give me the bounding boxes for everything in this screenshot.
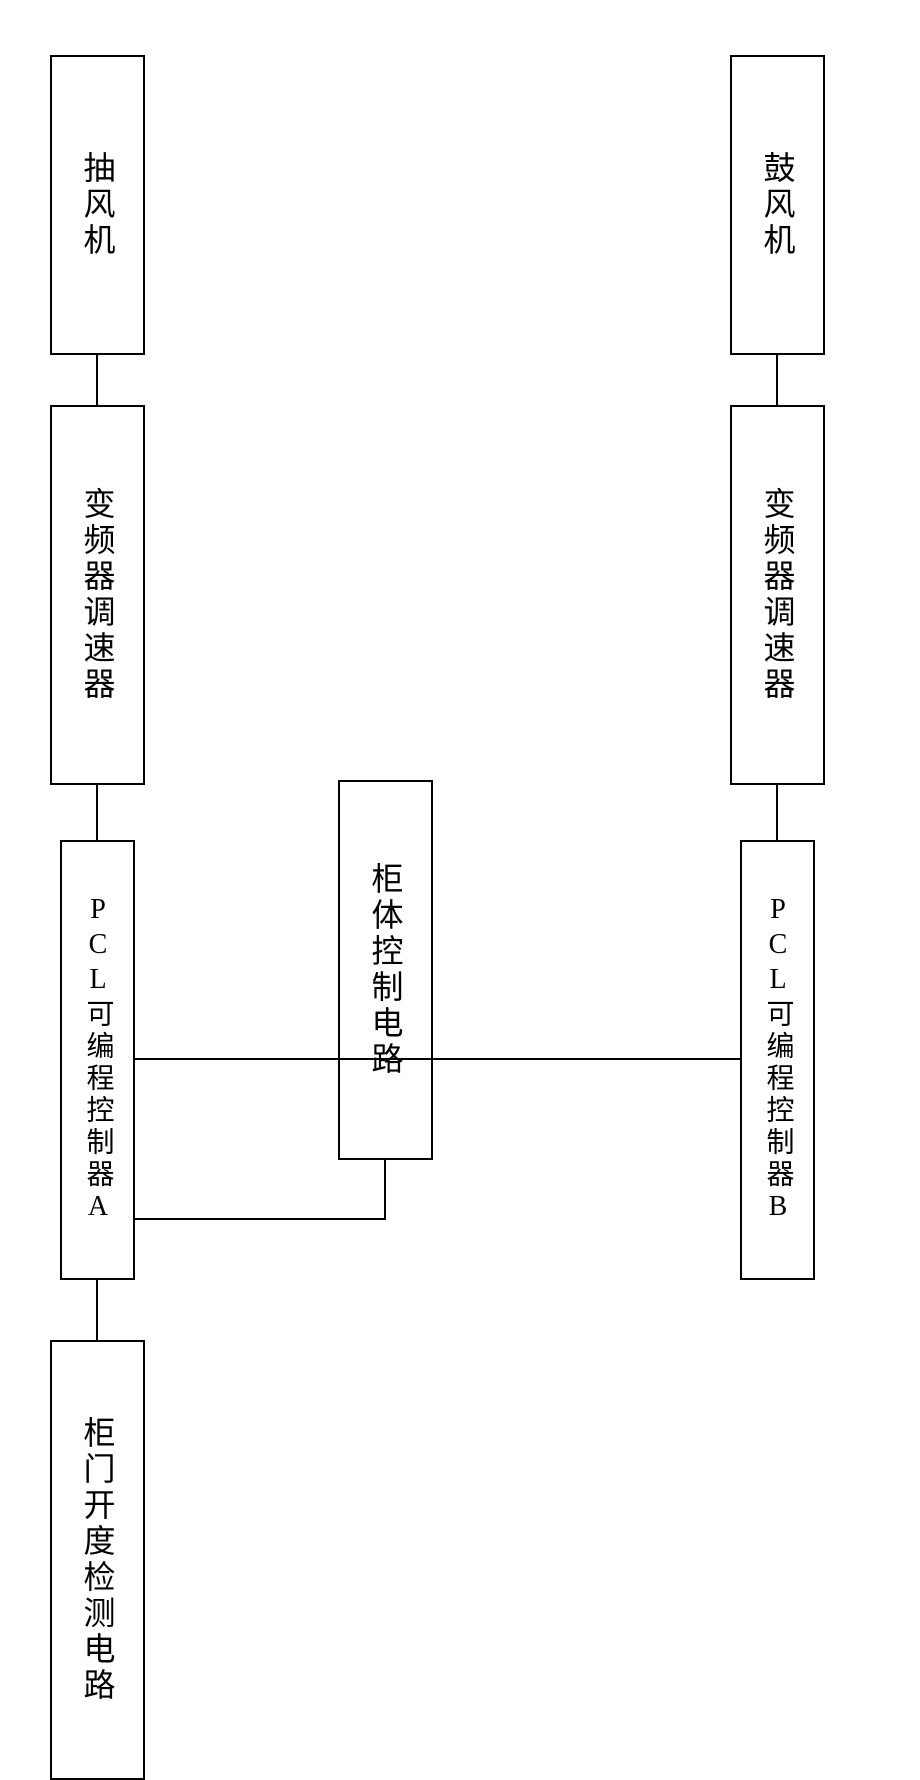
exhaust-fan-label: 抽风机 [75,151,121,259]
plc-b-box: PCL可编程控制器B [740,840,815,1280]
door-detect-label: 柜门开度检测电路 [75,1416,121,1704]
line-plc-a-to-plc-b [135,1058,740,1060]
door-detect-box: 柜门开度检测电路 [50,1340,145,1780]
line-blower-to-vfd-b [776,355,778,405]
line-vfd-b-to-plc-b [776,785,778,840]
line-exhaust-to-vfd-a [96,355,98,405]
plc-b-label: PCL可编程控制器B [758,894,798,1226]
line-cabinet-horizontal [135,1218,386,1220]
exhaust-fan-box: 抽风机 [50,55,145,355]
vfd-a-label: 变频器调速器 [75,487,121,703]
cabinet-ctrl-box: 柜体控制电路 [338,780,433,1160]
plc-a-label: PCL可编程控制器A [78,894,118,1226]
vfd-b-label: 变频器调速器 [755,487,801,703]
line-plc-a-to-door [96,1280,98,1340]
vfd-a-box: 变频器调速器 [50,405,145,785]
vfd-b-box: 变频器调速器 [730,405,825,785]
line-cabinet-vertical [384,1160,386,1220]
blower-label: 鼓风机 [755,151,801,259]
cabinet-ctrl-label: 柜体控制电路 [363,862,409,1078]
line-vfd-a-to-plc-a [96,785,98,840]
blower-box: 鼓风机 [730,55,825,355]
plc-a-box: PCL可编程控制器A [60,840,135,1280]
